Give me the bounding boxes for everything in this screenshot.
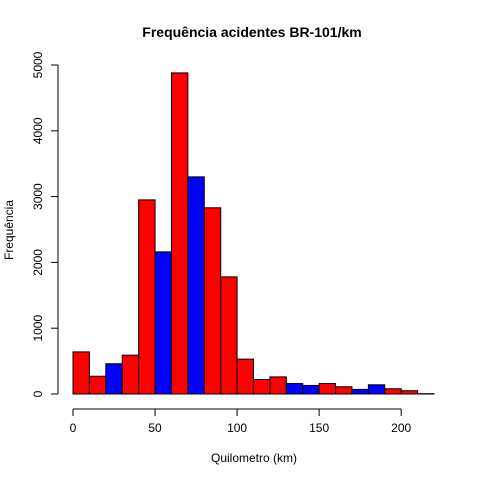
histogram-bar: [335, 386, 353, 395]
y-tick-label: 0: [31, 390, 45, 397]
histogram-bar: [203, 207, 222, 395]
x-tick-label: 0: [70, 421, 77, 435]
bars-group: [72, 72, 435, 395]
chart-title: Frequência acidentes BR-101/km: [142, 24, 361, 40]
x-tick-label: 50: [148, 421, 162, 435]
x-tick-label: 150: [309, 421, 329, 435]
x-tick-label: 200: [391, 421, 411, 435]
y-axis-label: Frequência: [2, 200, 16, 260]
x-axis-label: Quilometro (km): [211, 451, 297, 465]
histogram-bar: [285, 382, 304, 395]
histogram-bar: [170, 72, 189, 395]
histogram-bar: [121, 354, 140, 395]
histogram-bar: [154, 251, 172, 395]
histogram-bar: [105, 363, 123, 395]
histogram-bar: [72, 351, 90, 395]
histogram-bar: [367, 384, 386, 395]
histogram-bar: [269, 376, 287, 395]
y-tick-label: 4000: [31, 117, 45, 144]
histogram-bar: [236, 358, 255, 395]
histogram-bar: [187, 176, 205, 395]
histogram-bar: [384, 388, 402, 395]
histogram-bar: [253, 379, 271, 395]
x-axis: 0 50 100 150 200: [70, 408, 412, 435]
histogram-bar: [138, 199, 156, 395]
y-tick-label: 3000: [31, 183, 45, 210]
y-axis: 0 1000 2000 3000 4000 5000: [31, 51, 59, 397]
x-tick-label: 100: [227, 421, 247, 435]
histogram-bar: [302, 384, 320, 395]
histogram-bar: [318, 382, 337, 395]
y-tick-label: 5000: [31, 51, 45, 78]
y-tick-label: 1000: [31, 315, 45, 342]
histogram-bar: [400, 390, 419, 395]
histogram-bar: [88, 375, 107, 395]
histogram-bar: [220, 276, 238, 395]
histogram-bar: [351, 388, 369, 395]
y-tick-label: 2000: [31, 249, 45, 276]
